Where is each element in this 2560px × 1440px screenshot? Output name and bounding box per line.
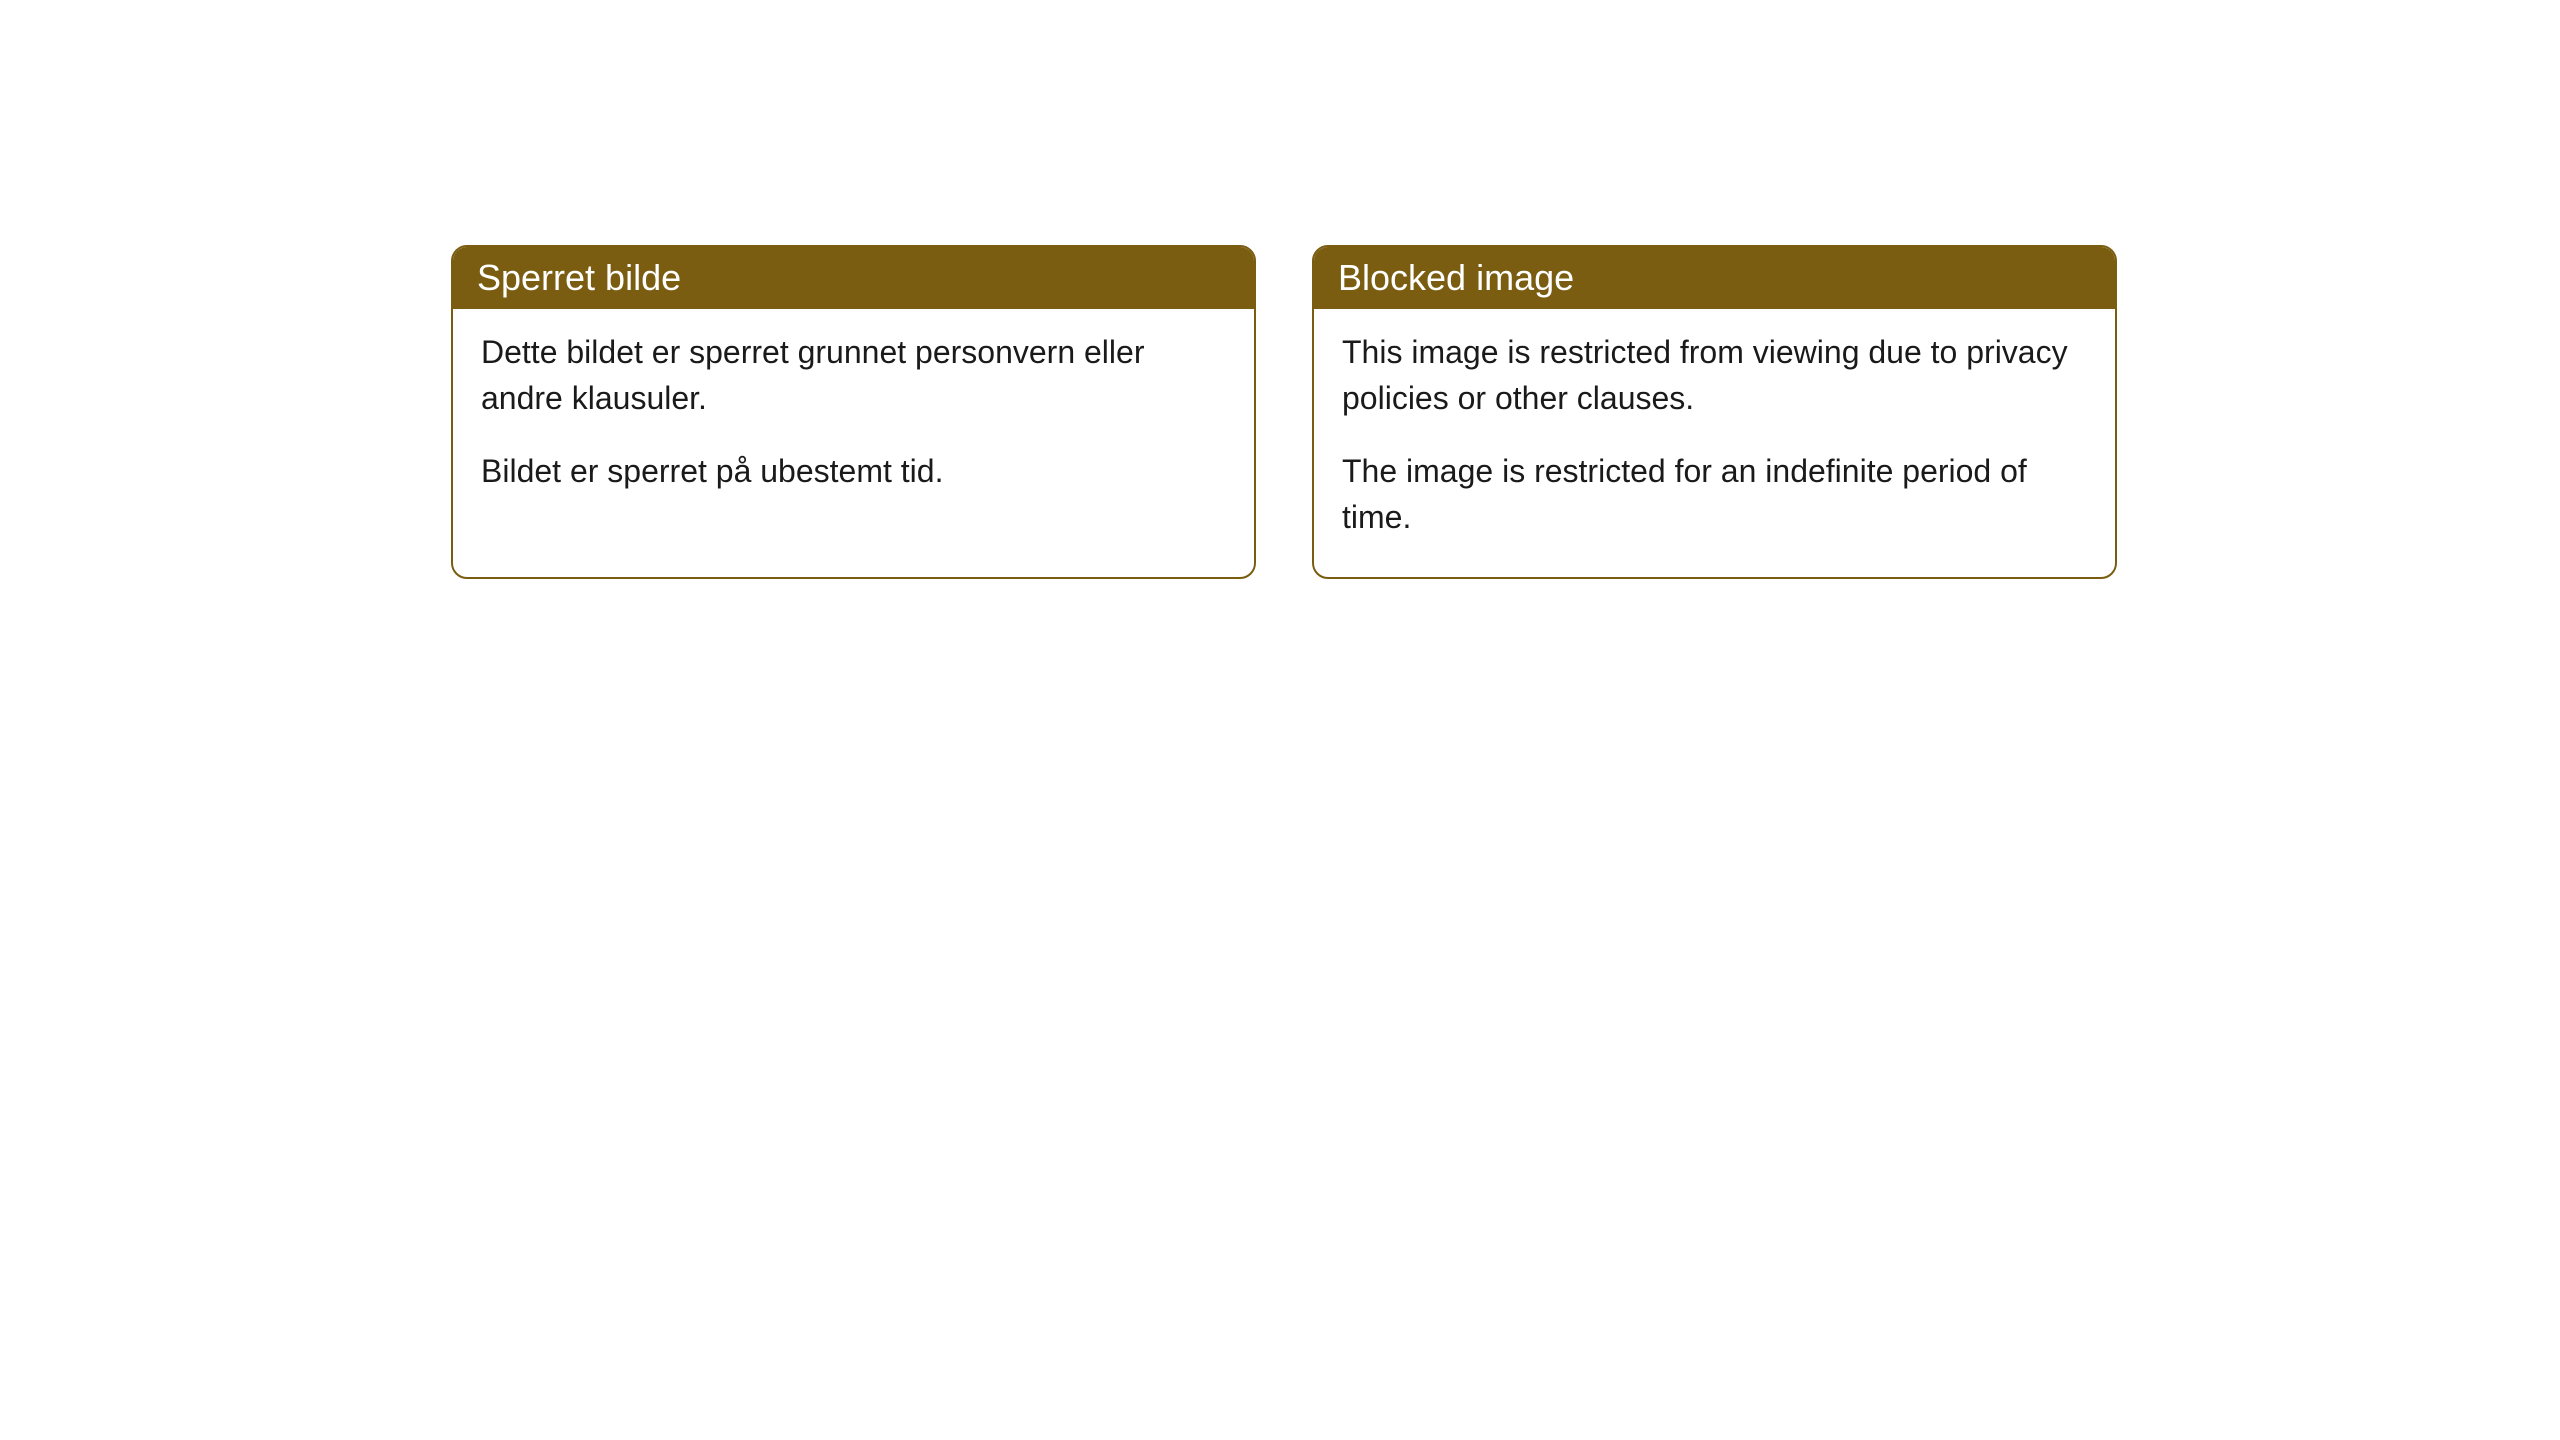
notice-paragraph-1-english: This image is restricted from viewing du…: [1342, 329, 2087, 422]
notice-title-norwegian: Sperret bilde: [477, 257, 681, 298]
notice-title-english: Blocked image: [1338, 257, 1574, 298]
notices-container: Sperret bilde Dette bildet er sperret gr…: [451, 245, 2117, 579]
notice-paragraph-2-norwegian: Bildet er sperret på ubestemt tid.: [481, 448, 1226, 494]
notice-box-norwegian: Sperret bilde Dette bildet er sperret gr…: [451, 245, 1256, 579]
notice-header-english: Blocked image: [1314, 247, 2115, 309]
notice-paragraph-2-english: The image is restricted for an indefinit…: [1342, 448, 2087, 541]
notice-body-norwegian: Dette bildet er sperret grunnet personve…: [453, 309, 1254, 530]
notice-header-norwegian: Sperret bilde: [453, 247, 1254, 309]
notice-paragraph-1-norwegian: Dette bildet er sperret grunnet personve…: [481, 329, 1226, 422]
notice-body-english: This image is restricted from viewing du…: [1314, 309, 2115, 577]
notice-box-english: Blocked image This image is restricted f…: [1312, 245, 2117, 579]
